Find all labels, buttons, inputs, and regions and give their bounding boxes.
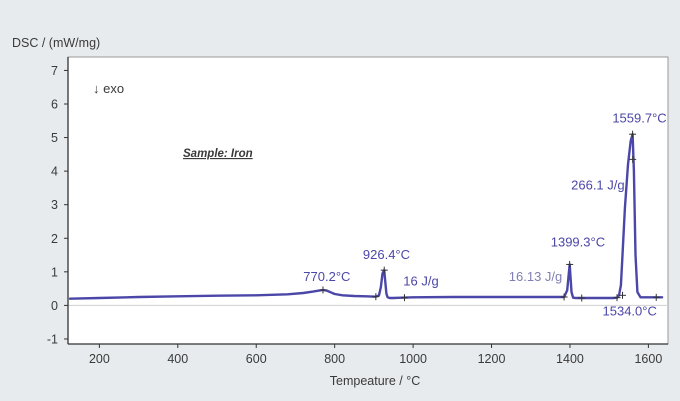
- peak-marker: [629, 155, 637, 163]
- x-tick-label: 1400: [556, 352, 584, 366]
- x-axis-title: Tempeature / °C: [330, 374, 420, 388]
- peak-annotation: 1399.3°C: [551, 235, 605, 250]
- exo-direction-note: ↓ exo: [93, 81, 124, 96]
- y-tick-label: 1: [51, 265, 58, 279]
- x-tick-label: 1200: [478, 352, 506, 366]
- peak-marker: [560, 293, 568, 301]
- y-tick-label: 2: [51, 232, 58, 246]
- peak-annotation: 1559.7°C: [612, 110, 666, 125]
- peak-marker: [372, 293, 380, 301]
- y-tick-label: 0: [51, 299, 58, 313]
- peak-annotation: 770.2°C: [303, 269, 350, 284]
- sample-label: Sample: Iron: [183, 148, 253, 160]
- peak-annotation: 16 J/g: [403, 273, 438, 288]
- peak-marker: [619, 291, 627, 299]
- x-tick-label: 800: [324, 352, 345, 366]
- peak-marker: [400, 294, 408, 302]
- peak-annotation: 1534.0°C: [603, 303, 657, 318]
- x-tick-label: 1600: [634, 352, 662, 366]
- x-tick-label: 200: [89, 352, 110, 366]
- peak-marker: [319, 286, 327, 294]
- y-tick-label: 3: [51, 198, 58, 212]
- y-tick-label: -1: [47, 332, 58, 346]
- x-tick-label: 600: [246, 352, 267, 366]
- x-tick-label: 1000: [399, 352, 427, 366]
- peak-annotation: 266.1 J/g: [571, 178, 625, 193]
- y-tick-label: 5: [51, 131, 58, 145]
- peak-annotation: 16.13 J/g: [509, 269, 563, 284]
- peak-marker: [578, 294, 586, 302]
- y-tick-label: 4: [51, 165, 58, 179]
- peak-marker: [613, 294, 621, 302]
- peak-marker: [380, 266, 388, 274]
- y-tick-label: 6: [51, 97, 58, 111]
- y-axis-title: DSC / (mW/mg): [12, 36, 100, 50]
- peak-marker: [629, 130, 637, 138]
- peak-marker: [566, 260, 574, 268]
- peak-marker: [652, 293, 660, 301]
- y-tick-label: 7: [51, 64, 58, 78]
- plot-area: [67, 56, 669, 345]
- x-tick-label: 400: [167, 352, 188, 366]
- peak-annotation: 926.4°C: [363, 247, 410, 262]
